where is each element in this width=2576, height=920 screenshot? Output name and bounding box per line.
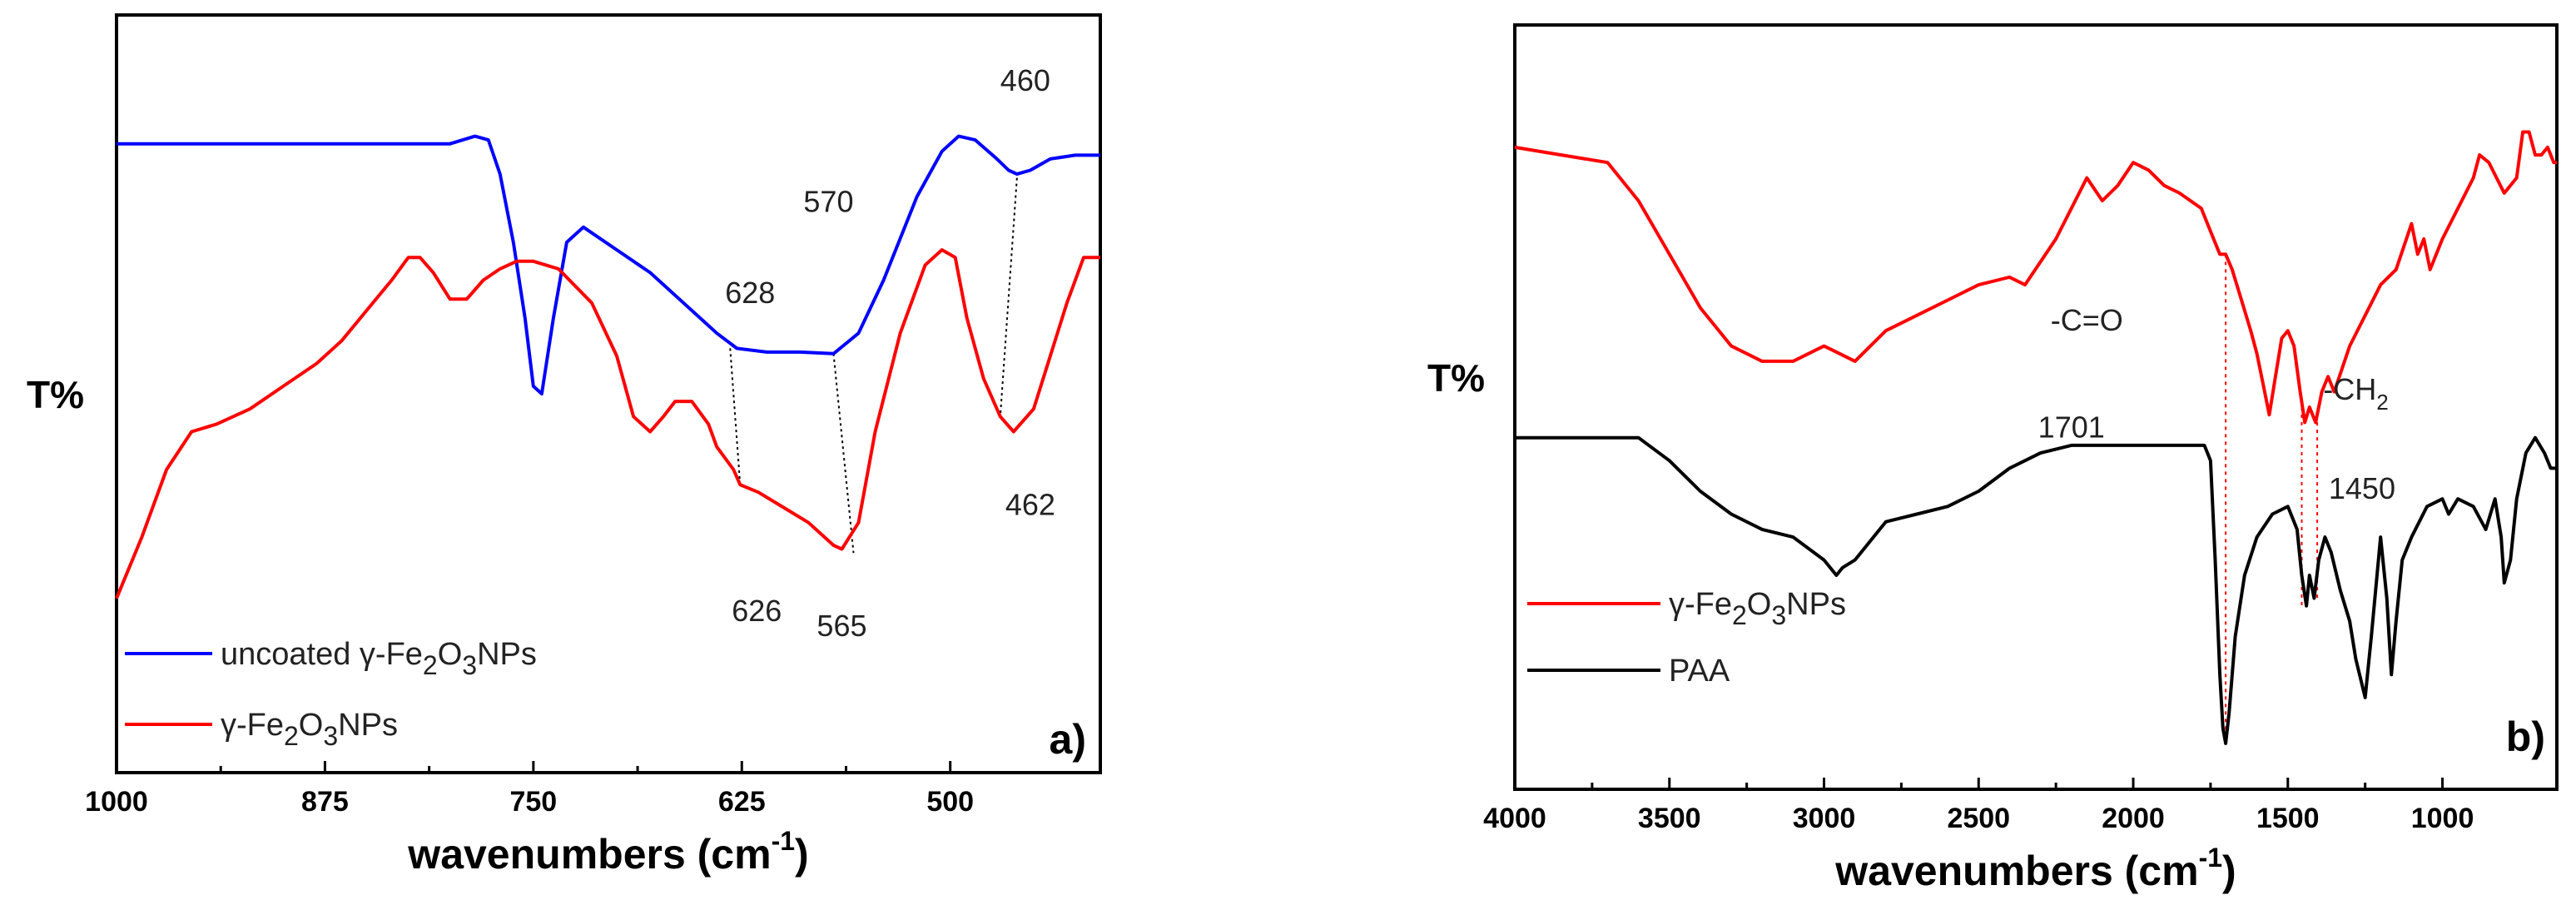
panel-b: 4000 3500 3000 2500 2000 1500 1000 wavenumbers … [1427,23,2559,894]
x-tick-label: 2000 [2102,803,2165,834]
peak-annotation: 1450 [2329,471,2395,505]
legend-label: γ-Fe2O3NPs [1669,587,1846,630]
panel-label: a) [1050,716,1086,763]
series-line-2 [1515,435,2557,745]
x-tick-label: 875 [301,786,349,818]
peak-annotation: 626 [732,594,782,628]
peak-annotation: 570 [803,185,853,219]
x-tick-label: 625 [718,786,766,818]
legend-label: PAA [1669,654,1730,689]
plot-frame [1513,23,2559,791]
x-tick-label: 750 [509,786,557,818]
x-tick-label: 4000 [1483,803,1546,834]
x-tick-label: 1000 [85,786,148,818]
series-line-1 [117,134,1100,395]
x-tick-label: 1500 [2256,803,2320,834]
x-tick-label: 2500 [1947,803,2010,834]
legend-label: uncoated γ-Fe2O3NPs [221,637,537,680]
panel-label: b) [2506,714,2545,760]
x-tick-label: 3000 [1793,803,1856,834]
plot-frame [115,13,1102,774]
series-line-2 [115,248,1100,599]
series-line-1 [1514,130,2557,425]
panel-a: 1000 875 750 625 500 wavenumbers (cm-1) T% unco… [27,13,1102,878]
peak-annotation: 628 [725,276,775,310]
x-tick-label: 500 [926,786,974,818]
peak-annotation: -C=O [2051,303,2123,337]
peak-connector [832,353,855,554]
y-axis-label: T% [27,373,84,416]
peak-annotation: 460 [1000,63,1050,97]
peak-annotation: 1701 [2038,410,2105,445]
x-axis-label: wavenumbers (cm-1) [1834,843,2236,894]
peak-connector [999,177,1018,417]
legend-label: γ-Fe2O3NPs [221,708,398,751]
x-axis-label: wavenumbers (cm-1) [407,826,808,878]
x-tick-label: 3500 [1638,803,1701,834]
peak-annotation: -CH2 [2323,372,2388,415]
x-tick-label: 1000 [2411,803,2474,834]
y-axis-label: T% [1427,356,1485,400]
peak-annotation: 462 [1005,488,1055,522]
peak-annotation: 565 [816,609,866,643]
